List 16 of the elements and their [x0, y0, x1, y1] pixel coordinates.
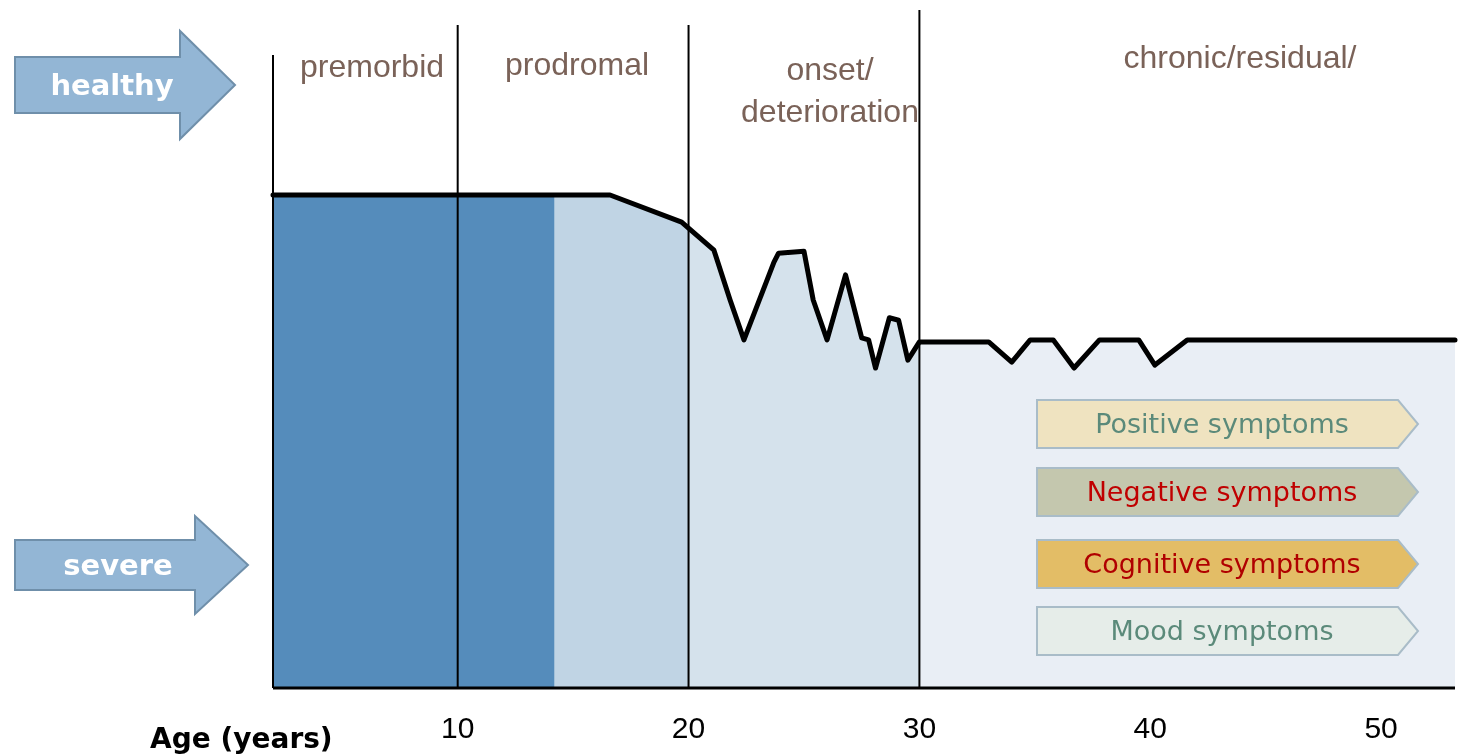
text: prodromal: [504, 46, 650, 82]
text: healthy: [50, 68, 174, 102]
x-tick-label: 20: [671, 711, 706, 744]
text: premorbid: [299, 48, 445, 84]
text: onset/ deterioration: [741, 51, 919, 129]
x-tick-label: 50: [1364, 711, 1398, 744]
x-tick-label: 40: [1133, 711, 1167, 744]
text: chronic/residual/: [1123, 39, 1357, 75]
annotation: Mood symptoms: [1110, 615, 1334, 646]
annotation: Cognitive symptoms: [1083, 548, 1361, 579]
annotation: Negative symptoms: [1086, 476, 1358, 507]
text: severe: [63, 548, 173, 582]
annotation: Positive symptoms: [1095, 408, 1349, 439]
x-axis-title: Age (years): [150, 722, 333, 755]
x-tick-label: 10: [441, 711, 475, 744]
x-tick-label: 30: [902, 711, 937, 744]
